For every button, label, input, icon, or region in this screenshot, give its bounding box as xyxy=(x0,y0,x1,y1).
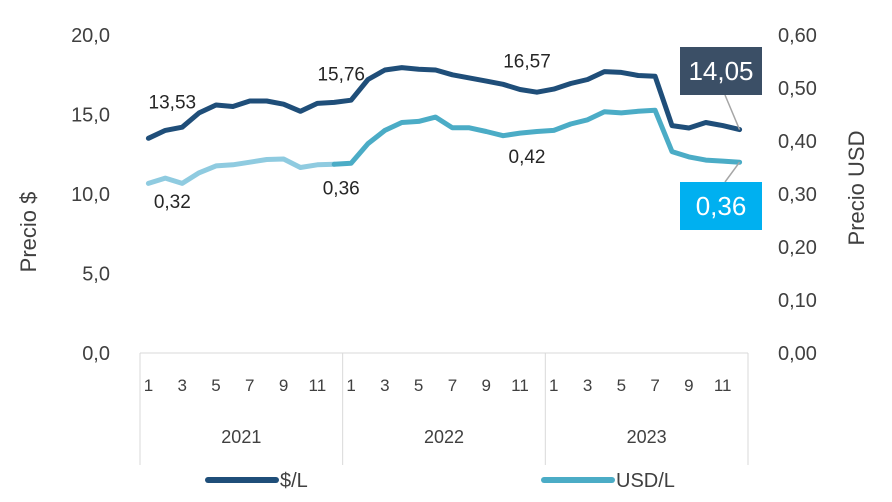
month-tick-label: 5 xyxy=(617,376,626,395)
legend-label-usd: USD/L xyxy=(616,470,675,492)
right-y-axis: 0,00 0,10 0,20 0,30 0,40 0,50 0,60 xyxy=(778,25,817,365)
right-tick-label: 0,20 xyxy=(778,237,817,259)
right-tick-label: 0,30 xyxy=(778,184,817,206)
month-tick-label: 3 xyxy=(177,376,186,395)
month-tick-label: 9 xyxy=(481,376,490,395)
callout-label: 0,36 xyxy=(696,191,747,221)
month-tick-label: 3 xyxy=(583,376,592,395)
month-tick-label: 5 xyxy=(414,376,423,395)
right-tick-label: 0,40 xyxy=(778,131,817,153)
month-tick-label: 7 xyxy=(245,376,254,395)
series-usd-line-2021 xyxy=(145,156,337,186)
callout-label: 14,05 xyxy=(688,56,753,86)
month-tick-label: 7 xyxy=(650,376,659,395)
series-layer xyxy=(145,65,743,186)
legend-label-pesos: $/L xyxy=(280,470,308,492)
right-tick-label: 0,50 xyxy=(778,78,817,100)
right-tick-label: 0,10 xyxy=(778,290,817,312)
data-label: 13,53 xyxy=(149,92,197,113)
month-tick-label: 11 xyxy=(309,376,327,395)
month-tick-label: 1 xyxy=(549,376,558,395)
month-tick-label: 7 xyxy=(448,376,457,395)
callout-box xyxy=(680,182,762,230)
left-y-axis: 0,0 5,0 10,0 15,0 20,0 xyxy=(71,25,110,365)
data-label: 0,36 xyxy=(323,178,360,199)
data-labels: 13,53 15,76 16,57 0,32 0,36 0,42 xyxy=(149,52,551,214)
data-label: 16,57 xyxy=(503,52,551,73)
callout-leader xyxy=(724,161,741,183)
legend: $/L USD/L xyxy=(205,470,675,492)
data-label: 15,76 xyxy=(317,64,365,85)
left-tick-label: 5,0 xyxy=(82,264,110,286)
callout-leader xyxy=(724,94,741,130)
left-tick-label: 15,0 xyxy=(71,105,110,127)
series-pesos-line xyxy=(145,65,743,141)
month-tick-label: 5 xyxy=(211,376,220,395)
right-axis-title: Precio USD xyxy=(844,131,869,246)
callouts: 14,05 0,36 xyxy=(680,47,762,230)
data-label: 0,42 xyxy=(509,147,546,168)
year-label: 2022 xyxy=(424,427,464,447)
right-tick-label: 0,60 xyxy=(778,25,817,47)
right-tick-label: 0,00 xyxy=(778,343,817,365)
left-tick-label: 10,0 xyxy=(71,184,110,206)
month-tick-label: 11 xyxy=(511,376,529,395)
series-usd-line xyxy=(331,107,743,167)
left-tick-label: 0,0 xyxy=(82,343,110,365)
callout-box xyxy=(680,47,762,95)
month-tick-label: 1 xyxy=(346,376,355,395)
month-tick-label: 11 xyxy=(714,376,732,395)
data-label: 0,32 xyxy=(154,192,191,213)
month-tick-label: 9 xyxy=(279,376,288,395)
month-tick-label: 3 xyxy=(380,376,389,395)
year-label: 2023 xyxy=(627,427,667,447)
month-tick-label: 1 xyxy=(144,376,153,395)
month-tick-label: 9 xyxy=(684,376,693,395)
left-axis-title: Precio $ xyxy=(16,192,41,273)
left-tick-label: 20,0 xyxy=(71,25,110,47)
year-label: 2021 xyxy=(221,427,261,447)
